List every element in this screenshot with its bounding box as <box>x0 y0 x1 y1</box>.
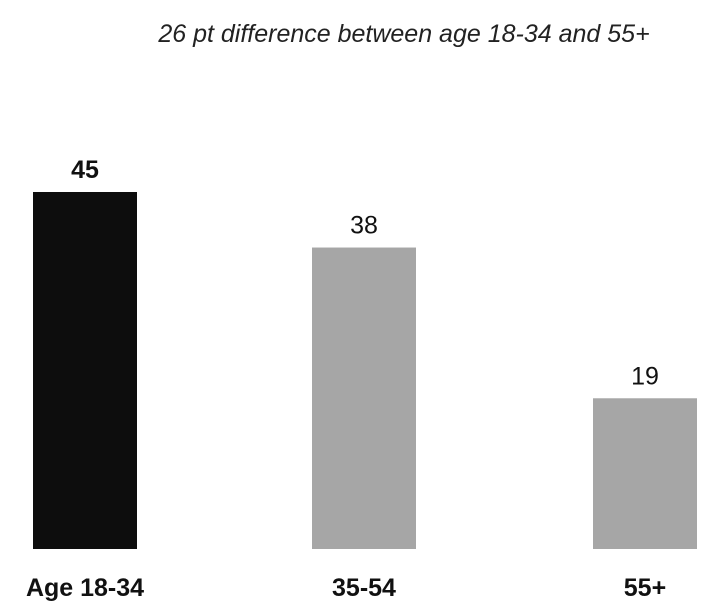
bar-age-18-34 <box>33 192 137 549</box>
category-label: 35-54 <box>332 574 396 602</box>
value-label: 19 <box>631 362 659 390</box>
category-label: Age 18-34 <box>26 574 144 602</box>
chart-annotation: 26 pt difference between age 18-34 and 5… <box>157 20 649 48</box>
bars-group <box>33 192 697 550</box>
value-label: 38 <box>350 212 378 240</box>
category-label: 55+ <box>624 574 666 602</box>
bar-55 <box>593 398 697 549</box>
category-labels-group: Age 18-34 35-54 55+ <box>26 574 666 602</box>
value-label: 45 <box>71 156 99 184</box>
value-labels-group: 45 38 19 <box>71 156 659 390</box>
bar-35-54 <box>312 247 416 550</box>
